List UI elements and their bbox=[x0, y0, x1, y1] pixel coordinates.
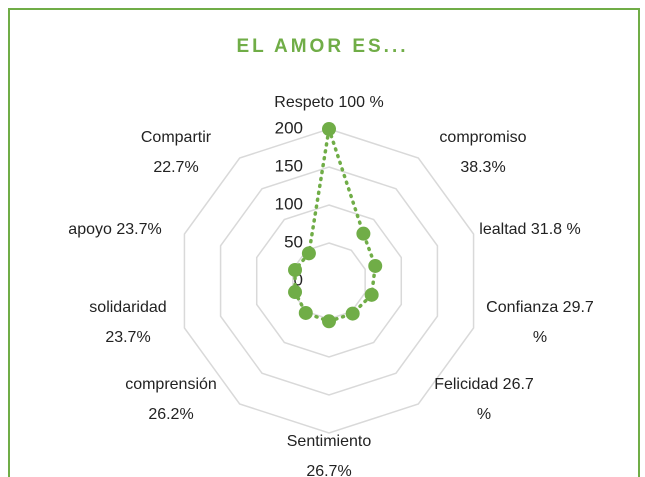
marker bbox=[301, 246, 316, 261]
category-label: Sentimiento 26.7% bbox=[286, 433, 372, 477]
category-label: Compartir 22.7% bbox=[140, 129, 212, 176]
marker bbox=[322, 122, 336, 136]
chart-title: EL AMOR ES... bbox=[236, 36, 409, 57]
category-label: compromiso 38.3% bbox=[439, 129, 527, 176]
marker bbox=[368, 258, 383, 273]
r-tick-label: 50 bbox=[284, 232, 303, 251]
grid-ring bbox=[255, 204, 403, 358]
category-label: Confianza 29.7 % bbox=[486, 299, 594, 346]
grid-ring bbox=[183, 128, 475, 434]
marker bbox=[364, 287, 379, 302]
chart-frame bbox=[8, 8, 640, 477]
marker bbox=[345, 306, 360, 321]
marker bbox=[298, 305, 313, 320]
r-tick-label: 0 bbox=[294, 270, 303, 289]
category-label: comprensión 26.2% bbox=[125, 376, 217, 423]
category-label: Respeto 100 % bbox=[274, 94, 384, 111]
r-tick-label: 200 bbox=[275, 118, 303, 137]
category-label: Felicidad 26.7 % bbox=[434, 376, 534, 423]
r-tick-label: 150 bbox=[275, 156, 303, 175]
r-tick-label: 100 bbox=[275, 194, 303, 213]
category-label: lealtad 31.8 % bbox=[479, 221, 581, 238]
category-label: solidaridad 23.7% bbox=[89, 299, 167, 346]
marker bbox=[288, 262, 303, 277]
marker bbox=[356, 226, 371, 241]
marker bbox=[322, 314, 336, 329]
category-label: apoyo 23.7% bbox=[68, 221, 162, 238]
series-line bbox=[293, 128, 378, 324]
grid-ring bbox=[219, 166, 439, 396]
marker bbox=[288, 285, 303, 300]
